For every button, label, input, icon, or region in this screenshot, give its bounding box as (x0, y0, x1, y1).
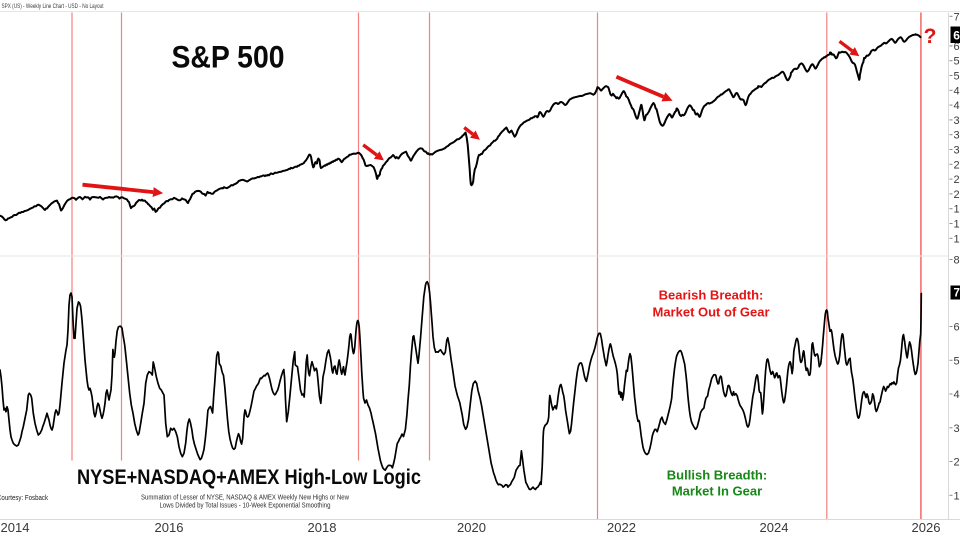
svg-text:2: 2 (954, 174, 960, 186)
svg-text:?: ? (924, 25, 937, 48)
svg-text:Market In Gear: Market In Gear (672, 484, 762, 499)
svg-text:3: 3 (954, 145, 960, 157)
svg-text:Summation of Lesser of NYSE, N: Summation of Lesser of NYSE, NASDAQ & AM… (141, 495, 350, 502)
svg-text:4: 4 (954, 85, 960, 97)
svg-text:S&P 500: S&P 500 (172, 39, 285, 75)
svg-text:4: 4 (954, 100, 960, 112)
svg-text:3: 3 (954, 423, 960, 435)
svg-text:1: 1 (954, 204, 960, 216)
svg-text:7: 7 (954, 288, 960, 300)
svg-text:1: 1 (954, 233, 960, 245)
svg-text:5: 5 (954, 56, 960, 68)
svg-text:Bullish Breadth:: Bullish Breadth: (667, 468, 767, 483)
svg-text:6: 6 (954, 322, 960, 334)
svg-text:1: 1 (954, 219, 960, 231)
svg-text:6: 6 (954, 41, 960, 53)
svg-text:Lows Divided by Total Issues -: Lows Divided by Total Issues - 10-Week E… (160, 503, 331, 510)
svg-text:7: 7 (954, 11, 960, 23)
svg-text:2022: 2022 (607, 520, 636, 535)
svg-text:2: 2 (954, 189, 960, 201)
svg-text:2014: 2014 (1, 520, 30, 535)
svg-text:Market Out of Gear: Market Out of Gear (652, 305, 769, 320)
svg-text:4: 4 (954, 389, 960, 401)
svg-text:5: 5 (954, 355, 960, 367)
svg-text:5: 5 (954, 71, 960, 83)
svg-text:3: 3 (954, 115, 960, 127)
svg-text:2: 2 (954, 159, 960, 171)
svg-text:NYSE+NASDAQ+AMEX High-Low Logi: NYSE+NASDAQ+AMEX High-Low Logic (77, 465, 421, 489)
svg-text:2020: 2020 (457, 520, 486, 535)
svg-text:SPX (US) - Weekly Line Chart -: SPX (US) - Weekly Line Chart - USD - No … (2, 4, 104, 10)
svg-text:Courtesy: Fosback: Courtesy: Fosback (0, 495, 48, 502)
svg-text:8: 8 (954, 255, 960, 267)
svg-text:Bearish Breadth:: Bearish Breadth: (659, 288, 764, 303)
svg-text:2016: 2016 (155, 520, 184, 535)
svg-text:2026: 2026 (912, 520, 941, 535)
svg-text:2: 2 (954, 457, 960, 469)
svg-text:6: 6 (953, 28, 960, 42)
svg-text:1: 1 (954, 490, 960, 502)
svg-text:3: 3 (954, 130, 960, 142)
svg-text:2024: 2024 (760, 520, 789, 535)
svg-text:2018: 2018 (308, 520, 337, 535)
